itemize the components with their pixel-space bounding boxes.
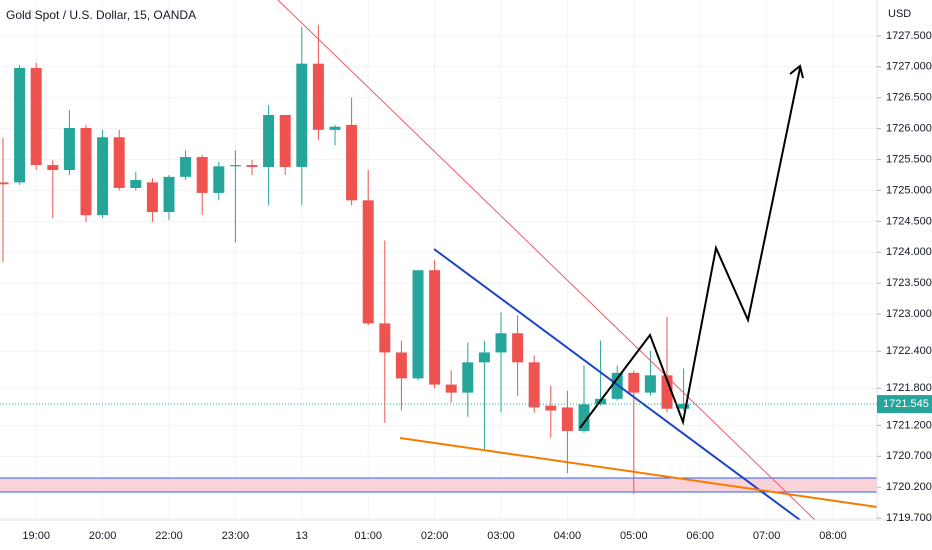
y-tick-label: 1725.000 xyxy=(886,184,932,196)
y-tick-label: 1720.200 xyxy=(886,481,932,493)
y-tick-label: 1727.500 xyxy=(886,30,932,42)
x-tick-label: 23:00 xyxy=(222,530,250,542)
candle-body xyxy=(495,333,507,353)
projection-path xyxy=(579,67,801,429)
candle-body xyxy=(263,115,275,167)
candle-body xyxy=(130,179,142,188)
candle-body xyxy=(146,182,158,213)
candle-body xyxy=(30,68,42,166)
y-tick-label: 1725.500 xyxy=(886,153,932,165)
x-tick-label: 08:00 xyxy=(819,530,847,542)
y-tick-label: 1726.500 xyxy=(886,92,932,104)
y-tick-label: 1722.400 xyxy=(886,345,932,357)
candle-body xyxy=(97,137,109,216)
candle-body xyxy=(379,323,391,353)
x-tick-label: 06:00 xyxy=(686,530,714,542)
x-tick-label: 04:00 xyxy=(554,530,582,542)
candle-body xyxy=(412,270,424,379)
candle-body xyxy=(14,68,26,183)
candle-body xyxy=(296,63,308,167)
y-tick-label: 1719.700 xyxy=(886,512,932,524)
currency-label: USD xyxy=(888,8,911,20)
candle-body xyxy=(644,375,656,393)
candle-body xyxy=(678,403,690,409)
candle-body xyxy=(113,137,125,188)
last-price-tag xyxy=(877,395,932,414)
y-tick-label: 1727.000 xyxy=(886,61,932,73)
candle-body xyxy=(80,127,92,216)
y-tick-label: 1726.000 xyxy=(886,123,932,135)
y-tick-label: 1724.000 xyxy=(886,246,932,258)
y-tick-label: 1723.000 xyxy=(886,308,932,320)
candle-body xyxy=(63,127,75,171)
candle-body xyxy=(329,126,341,130)
trend-line-red xyxy=(277,0,816,521)
candle-body xyxy=(561,407,573,431)
x-tick-label: 02:00 xyxy=(421,530,449,542)
candle-body xyxy=(312,63,324,130)
candle-body xyxy=(229,165,241,167)
candle-body xyxy=(478,352,490,363)
chart-title: Gold Spot / U.S. Dollar, 15, OANDA xyxy=(6,8,196,22)
candle-body xyxy=(545,405,557,411)
trend-line-orange xyxy=(399,437,878,508)
candle-body xyxy=(512,333,524,363)
candle-body xyxy=(213,166,225,193)
candle-body xyxy=(196,157,208,193)
candle-body xyxy=(661,375,673,409)
x-tick-label: 03:00 xyxy=(487,530,515,542)
x-tick-label: 20:00 xyxy=(89,530,117,542)
candle-body xyxy=(628,372,640,393)
x-tick-label: 05:00 xyxy=(620,530,648,542)
candle-body xyxy=(246,165,258,167)
x-tick-label: 13 xyxy=(296,530,308,542)
y-tick-label: 1723.500 xyxy=(886,277,932,289)
candle-body xyxy=(0,182,9,185)
trend-line-blue xyxy=(433,248,801,521)
candle-body xyxy=(578,404,590,431)
x-tick-label: 22:00 xyxy=(155,530,183,542)
candle-body xyxy=(462,362,474,393)
last-price-label: 1721.545 xyxy=(883,398,929,410)
candle-body xyxy=(163,176,175,213)
x-tick-label: 01:00 xyxy=(354,530,382,542)
y-tick-label: 1720.700 xyxy=(886,450,932,462)
candle-body xyxy=(445,384,457,393)
candle-body xyxy=(429,270,441,385)
candle-body xyxy=(346,124,358,201)
candle-body xyxy=(279,115,291,167)
y-tick-label: 1724.500 xyxy=(886,215,932,227)
candle-body xyxy=(528,362,540,408)
projection-arrowhead xyxy=(789,64,804,79)
x-tick-label: 07:00 xyxy=(753,530,781,542)
x-tick-label: 19:00 xyxy=(22,530,50,542)
candle-body xyxy=(47,165,59,171)
candle-body xyxy=(362,200,374,324)
candle-body xyxy=(180,157,192,177)
y-tick-label: 1721.200 xyxy=(886,419,932,431)
support-zone xyxy=(0,478,877,492)
y-tick-label: 1721.800 xyxy=(886,382,932,394)
candle-body xyxy=(395,352,407,379)
